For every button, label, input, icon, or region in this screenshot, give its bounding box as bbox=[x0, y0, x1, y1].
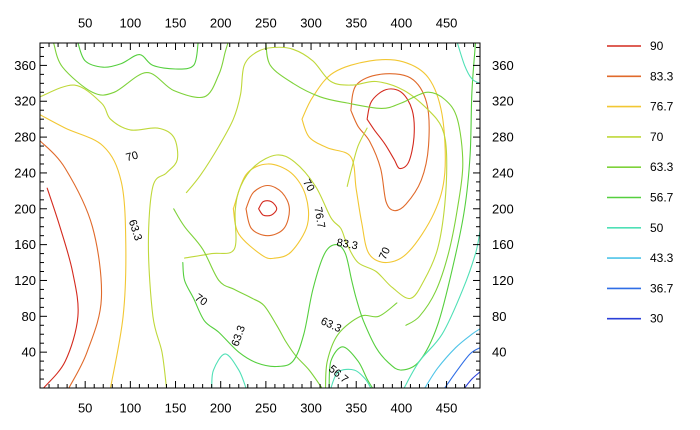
x-tick-label-bottom: 350 bbox=[345, 401, 367, 416]
contour-line-83-3 bbox=[40, 140, 103, 388]
legend-item: 70 bbox=[607, 130, 664, 144]
contour-line-76-7 bbox=[232, 163, 310, 260]
contour-line-56-7 bbox=[328, 346, 374, 388]
contour-line-30 bbox=[464, 371, 480, 388]
legend-label: 30 bbox=[650, 312, 664, 326]
legend-label: 36.7 bbox=[650, 281, 674, 295]
contour-line-50 bbox=[211, 353, 247, 388]
contour-line-76-7 bbox=[301, 59, 446, 264]
plot-frame bbox=[39, 42, 481, 389]
axis-ticks bbox=[40, 43, 480, 388]
y-tick-label-left: 360 bbox=[14, 58, 36, 73]
x-tick-label-bottom: 200 bbox=[210, 401, 232, 416]
x-tick-label-bottom: 250 bbox=[255, 401, 277, 416]
y-tick-label-left: 200 bbox=[14, 201, 36, 216]
x-tick-label-top: 150 bbox=[165, 16, 187, 31]
y-tick-label-left: 40 bbox=[22, 345, 36, 360]
x-tick-label-top: 100 bbox=[119, 16, 141, 31]
legend-label: 76.7 bbox=[650, 100, 674, 114]
y-tick-label-right: 280 bbox=[492, 130, 514, 145]
contour-line-56-7 bbox=[77, 43, 199, 70]
contour-line-90 bbox=[366, 88, 415, 170]
y-tick-label-left: 320 bbox=[14, 94, 36, 109]
y-tick-label-right: 160 bbox=[492, 237, 514, 252]
legend-item: 36.7 bbox=[607, 281, 674, 295]
legend-item: 76.7 bbox=[607, 100, 674, 114]
contour-line-63-3 bbox=[173, 208, 323, 388]
legend-label: 90 bbox=[650, 39, 664, 53]
legend-item: 56.7 bbox=[607, 191, 674, 205]
y-tick-label-right: 40 bbox=[492, 345, 506, 360]
x-tick-label-top: 300 bbox=[300, 16, 322, 31]
legend-item: 43.3 bbox=[607, 251, 674, 265]
x-tick-label-bottom: 400 bbox=[391, 401, 413, 416]
contour-line-63-3 bbox=[324, 302, 398, 388]
legend-item: 30 bbox=[607, 312, 664, 326]
y-tick-label-left: 80 bbox=[22, 309, 36, 324]
legend-item: 63.3 bbox=[607, 160, 674, 174]
contour-line-56-7 bbox=[182, 43, 477, 371]
contour-line-70 bbox=[40, 84, 179, 388]
y-tick-label-right: 200 bbox=[492, 201, 514, 216]
y-tick-label-left: 120 bbox=[14, 273, 36, 288]
legend-label: 70 bbox=[650, 130, 664, 144]
x-tick-label-top: 250 bbox=[255, 16, 277, 31]
x-tick-label-bottom: 450 bbox=[436, 401, 458, 416]
legend-label: 50 bbox=[650, 221, 664, 235]
x-tick-label-top: 200 bbox=[210, 16, 232, 31]
y-tick-label-right: 80 bbox=[492, 309, 506, 324]
contour-value-label: 70 bbox=[377, 245, 393, 261]
contour-line-50 bbox=[456, 43, 480, 84]
contour-line-83-3 bbox=[245, 184, 290, 237]
x-tick-label-top: 400 bbox=[391, 16, 413, 31]
x-tick-label-bottom: 150 bbox=[165, 401, 187, 416]
x-tick-label-bottom: 100 bbox=[119, 401, 141, 416]
legend-item: 50 bbox=[607, 221, 664, 235]
legend: 90 83.3 76.7 70 63.3 56.7 50 43.3 36.7 30 bbox=[607, 39, 674, 326]
contour-value-label: 70 bbox=[300, 177, 317, 194]
contour-line-83-3 bbox=[350, 73, 430, 212]
contour-value-label: 70 bbox=[192, 292, 209, 309]
contour-line-90 bbox=[43, 187, 79, 388]
contour-lines bbox=[40, 43, 480, 388]
y-tick-label-left: 240 bbox=[14, 165, 36, 180]
contour-line-63-3 bbox=[53, 43, 229, 99]
x-tick-label-top: 50 bbox=[78, 16, 92, 31]
contour-line-36-7 bbox=[444, 347, 480, 388]
contour-line-70 bbox=[346, 127, 368, 187]
x-tick-label-top: 450 bbox=[436, 16, 458, 31]
legend-item: 83.3 bbox=[607, 69, 674, 83]
y-tick-label-right: 320 bbox=[492, 94, 514, 109]
legend-label: 43.3 bbox=[650, 251, 674, 265]
contour-value-label: 83.3 bbox=[336, 237, 359, 253]
axis-tick-labels: 50 50 100 100 150 150 200 200 250 250 300 300 350 350… bbox=[14, 16, 513, 416]
contour-line-90 bbox=[258, 200, 278, 217]
y-tick-label-right: 360 bbox=[492, 58, 514, 73]
legend-label: 56.7 bbox=[650, 191, 674, 205]
y-tick-label-right: 240 bbox=[492, 165, 514, 180]
x-tick-label-bottom: 50 bbox=[78, 401, 92, 416]
contour-line-43-3 bbox=[424, 328, 480, 388]
contour-line-76-7 bbox=[40, 114, 127, 388]
contour-value-label: 76.7 bbox=[311, 206, 327, 229]
contour-value-label: 70 bbox=[125, 149, 140, 164]
legend-label: 63.3 bbox=[650, 160, 674, 174]
x-tick-label-bottom: 300 bbox=[300, 401, 322, 416]
legend-item: 90 bbox=[607, 39, 664, 53]
y-tick-label-right: 120 bbox=[492, 273, 514, 288]
x-tick-label-top: 350 bbox=[345, 16, 367, 31]
contour-line-50 bbox=[403, 230, 480, 388]
contour-line-63-3 bbox=[265, 43, 464, 326]
y-tick-label-left: 280 bbox=[14, 130, 36, 145]
y-tick-label-left: 160 bbox=[14, 237, 36, 252]
contour-line-50 bbox=[330, 368, 372, 388]
contour-line-70 bbox=[184, 46, 448, 300]
legend-label: 83.3 bbox=[650, 69, 674, 83]
